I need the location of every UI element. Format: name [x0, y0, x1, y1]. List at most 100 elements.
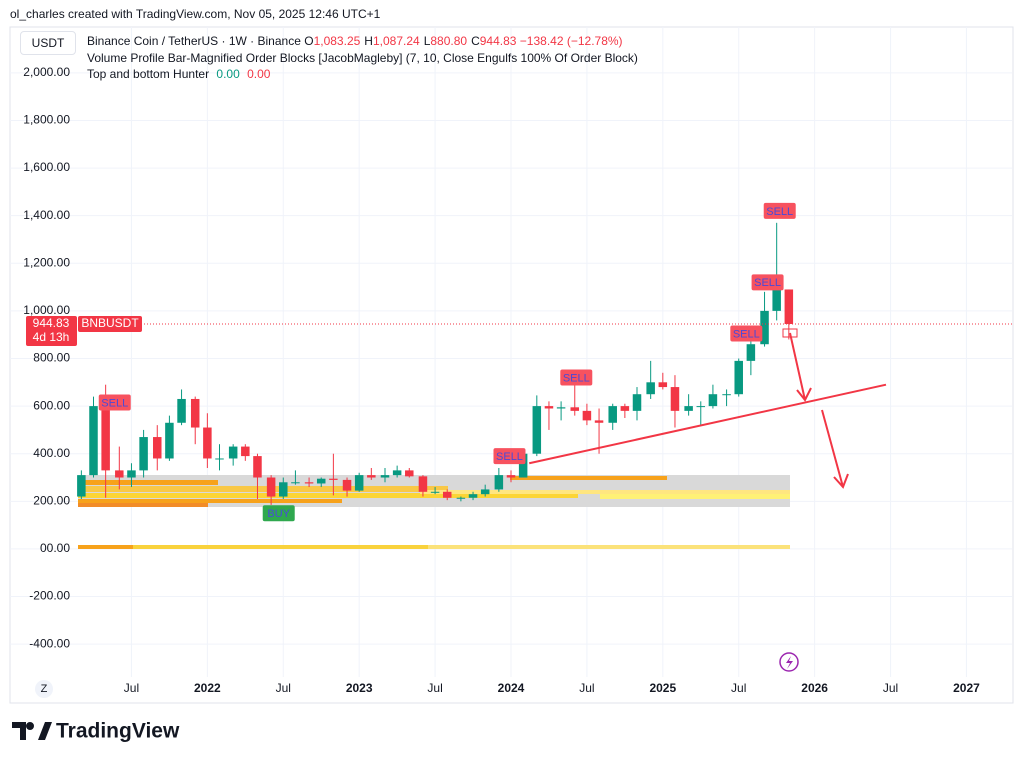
change: −138.42 (−12.78%): [519, 34, 623, 48]
candle-body: [215, 458, 224, 460]
profile-bar: [78, 493, 578, 498]
candle-body: [658, 382, 668, 388]
x-tick-label: Jul: [427, 681, 442, 695]
candle-body: [430, 491, 440, 493]
candle-body: [203, 427, 212, 459]
candle-body: [456, 497, 466, 499]
volume-profile: [78, 475, 790, 549]
candle-body: [746, 344, 756, 361]
candle-body: [570, 407, 580, 411]
y-tick-label: 1,600.00: [23, 160, 70, 174]
x-tick-label: Jul: [579, 681, 594, 695]
y-tick-label: 200.00: [33, 493, 70, 507]
candle-body: [494, 475, 504, 490]
profile-line: [78, 545, 790, 549]
y-tick-label: 00.00: [40, 541, 70, 555]
candle-body: [101, 406, 110, 471]
profile-bar: [510, 476, 667, 480]
candle-body: [480, 489, 490, 495]
candle-body: [708, 394, 718, 407]
candle-body: [177, 398, 186, 423]
signal-label: SELL: [754, 277, 781, 289]
ohlc-value: 1,083.25: [313, 34, 361, 48]
candle-body: [77, 475, 86, 497]
profile-bar: [78, 503, 208, 507]
candle-body: [696, 406, 706, 408]
candle-body: [316, 478, 326, 484]
ohlc-value: 944.83: [479, 34, 517, 48]
signal-box: [262, 505, 295, 522]
symbol: Binance Coin / TetherUS · 1W · Binance: [87, 34, 301, 48]
y-tick-label: 1,200.00: [23, 255, 70, 269]
indicator: Volume Profile Bar-Magnified Order Block…: [87, 51, 638, 65]
candle-body: [646, 382, 655, 395]
x-tick-label: Jul: [731, 681, 746, 695]
candle-body: [670, 387, 680, 411]
logo-mark: [12, 722, 52, 740]
timezone-button-bg[interactable]: [35, 680, 53, 698]
alert-icon[interactable]: [779, 652, 799, 672]
candle-body: [442, 491, 452, 498]
x-tick-label: 2026: [801, 681, 828, 695]
ohlc-value: 1,087.24: [372, 34, 420, 48]
candle-body: [468, 494, 478, 498]
symbol-label: BNBUSDT: [81, 316, 139, 330]
profile-bar: [78, 499, 342, 503]
indicator: Top and bottom Hunter 0.00 0.00: [87, 67, 270, 81]
credit: ol_charles created with TradingView.com,…: [10, 7, 381, 21]
y-tick-label: 1,000.00: [23, 303, 70, 317]
candle-body: [582, 410, 592, 421]
legend-main: Binance Coin / TetherUS · 1W · Binance O…: [87, 34, 623, 48]
logo-text: TradingView: [56, 720, 180, 743]
candle-body: [89, 406, 98, 476]
arrow: [821, 409, 849, 489]
y-tick-label: 1,400.00: [23, 208, 70, 222]
profile-bar: [600, 494, 790, 499]
y-tick-label: -400.00: [29, 636, 70, 650]
x-tick-label: 2023: [346, 681, 373, 695]
candle-body: [784, 289, 794, 324]
candle-body: [608, 406, 617, 423]
candle-body: [190, 398, 200, 428]
candle-body: [722, 394, 731, 396]
currency-button[interactable]: USDT: [20, 31, 76, 55]
profile-bar: [420, 490, 790, 494]
signal-box: [98, 394, 131, 411]
y-tick-label: -200.00: [29, 589, 70, 603]
candle-body: [620, 406, 630, 411]
candle-body: [115, 470, 124, 478]
candle-body: [165, 422, 174, 459]
x-tick-label: Jul: [124, 681, 139, 695]
x-tick-label: 2025: [649, 681, 676, 695]
y-tick-label: 400.00: [33, 446, 70, 460]
candle-body: [632, 394, 642, 411]
x-tick-label: 2024: [498, 681, 525, 695]
price-value: 944.83: [33, 316, 70, 330]
candle-body: [418, 476, 428, 492]
trendline: [529, 383, 887, 465]
indicator-value: 0.00: [247, 67, 271, 81]
candle-body: [405, 470, 414, 477]
candle-body: [139, 437, 148, 471]
signal-label: SELL: [101, 397, 128, 409]
x-tick-label: 2022: [194, 681, 221, 695]
alert-bolt: [786, 656, 793, 669]
candle-body: [228, 446, 238, 459]
profile-line: [133, 545, 428, 549]
candle-body: [392, 470, 402, 476]
timezone-button[interactable]: Z: [41, 683, 48, 695]
candle-body: [556, 407, 566, 409]
y-tick-label: 800.00: [33, 351, 70, 365]
signal-label: BUY: [267, 508, 290, 520]
candle-body: [594, 420, 604, 423]
symbol-box: [78, 316, 142, 333]
logo: TradingView: [12, 720, 180, 743]
candle-body: [253, 456, 262, 478]
marker-box: [782, 328, 798, 338]
candle-body: [380, 475, 390, 478]
candle-body: [304, 482, 314, 484]
candle-body: [760, 310, 769, 345]
x-tick-label: Jul: [276, 681, 291, 695]
signal-label: SELL: [563, 372, 590, 384]
candle-body: [127, 470, 136, 478]
